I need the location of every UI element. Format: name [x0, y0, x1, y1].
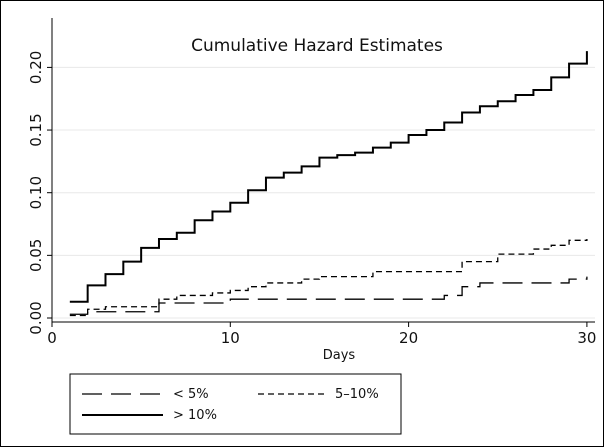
legend-label-1: < 5%	[173, 387, 209, 402]
legend-label-3: > 10%	[173, 408, 217, 423]
legend-box	[69, 373, 402, 435]
y-tick-label: 0.20	[27, 51, 45, 84]
x-tick-label: 30	[577, 329, 596, 347]
chart-title: Cumulative Hazard Estimates	[191, 36, 443, 56]
x-tick-label: 20	[399, 329, 418, 347]
legend-label-2: 5–10%	[335, 387, 379, 402]
legend: < 5% 5–10% > 10%	[69, 373, 402, 435]
x-axis-label: Days	[323, 348, 356, 363]
y-tick-label: 0.05	[27, 239, 45, 272]
series-line-1	[69, 276, 588, 315]
plot-background	[52, 18, 595, 322]
series-line-3	[69, 51, 588, 303]
series-line-2	[69, 239, 588, 317]
x-tick-label: 0	[47, 329, 57, 347]
y-tick-label: 0.15	[27, 113, 45, 146]
x-tick-label: 10	[221, 329, 240, 347]
y-tick-label: 0.00	[27, 301, 45, 334]
y-tick-label: 0.10	[27, 176, 45, 209]
plot-area: 0.00 0.05 0.10 0.15 0.20 0 10 20 30	[27, 18, 596, 347]
